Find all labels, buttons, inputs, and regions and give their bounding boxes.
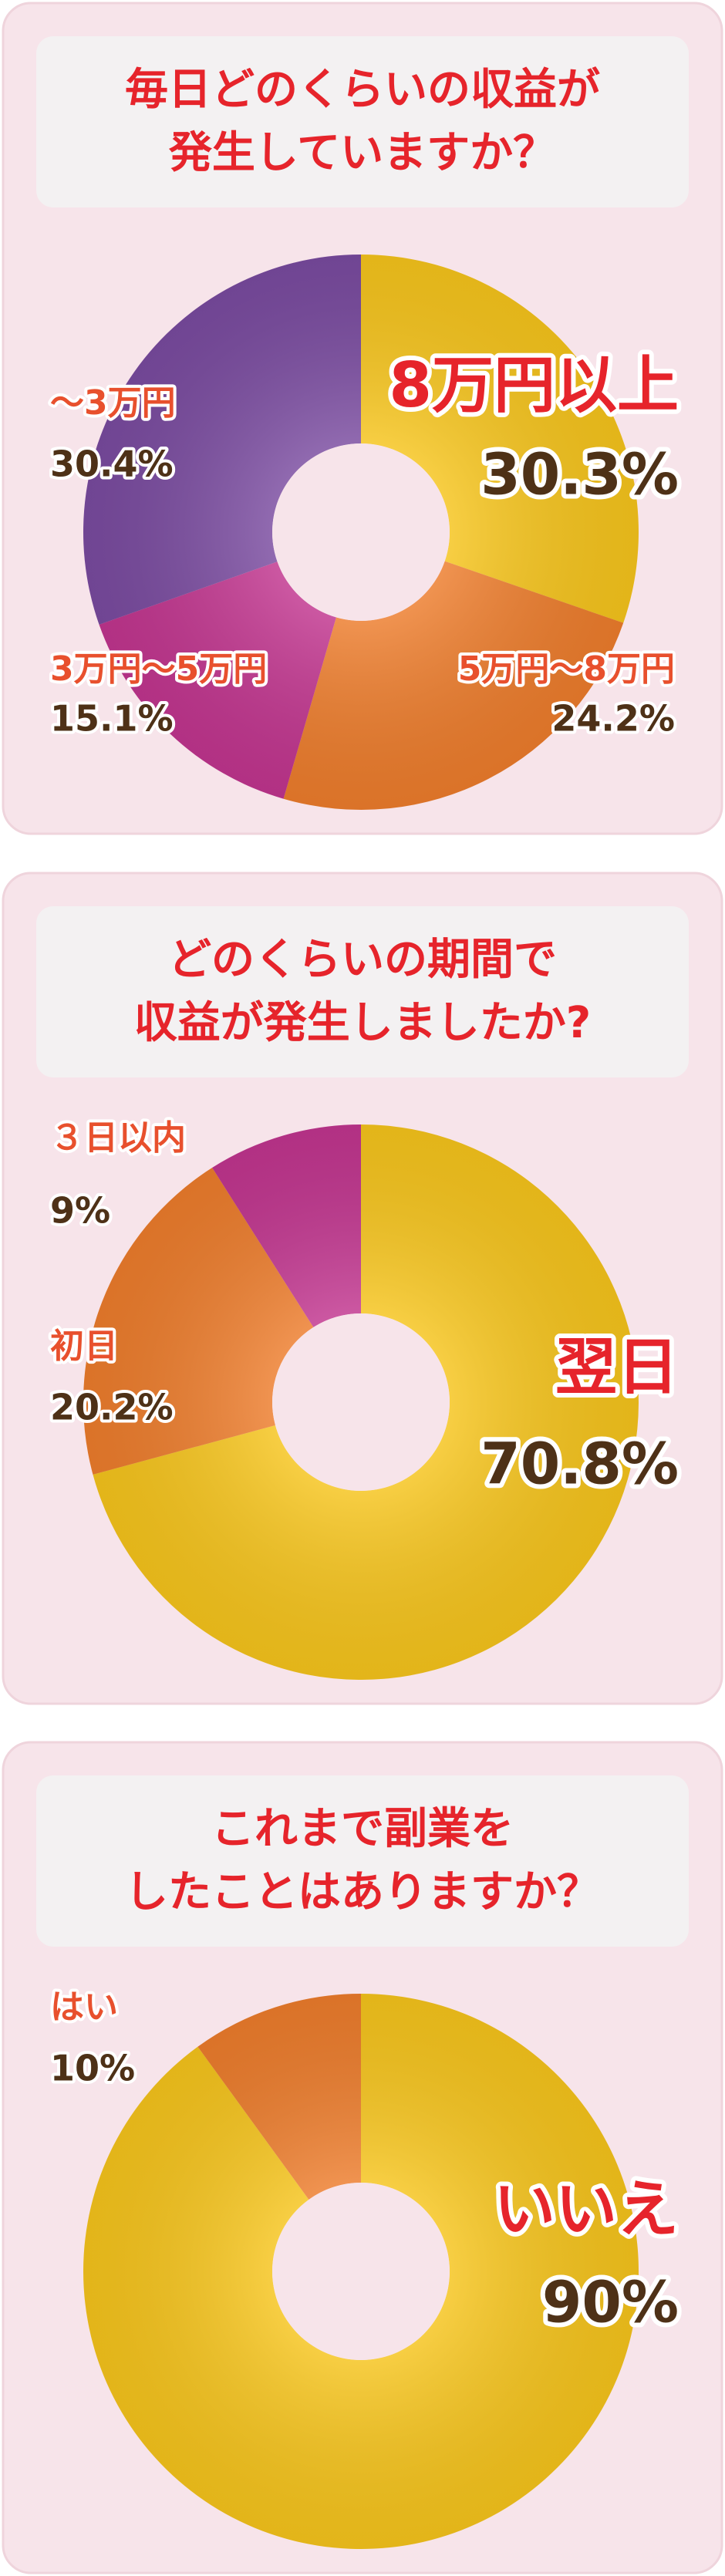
slice-label: 8万円以上 (389, 349, 679, 421)
slice-value-label: 30.3% (481, 442, 679, 508)
donut-hole (272, 2183, 450, 2360)
chart-title: 収益が発生しましたか? (134, 998, 591, 1048)
slice-value-label: 30.4% (50, 443, 174, 485)
title-box (36, 906, 689, 1077)
slice-label: 初日 (50, 1327, 118, 1366)
slice-label: 翌日 (555, 1331, 679, 1403)
slice-label: はい (50, 1988, 118, 2027)
slice-value-label: 24.2% (551, 698, 675, 740)
donut-hole (272, 443, 450, 621)
chart-title: 発生していますか？ (169, 128, 556, 178)
slice-label: 3万円～5万円 (50, 649, 267, 689)
slice-value-label: 10% (50, 2048, 135, 2089)
slice-label: ～3万円 (50, 383, 176, 423)
slice-value-label: 70.8% (481, 1431, 679, 1498)
slice-value-label: 90% (542, 2270, 679, 2336)
chart-title: これまで副業を (211, 1804, 514, 1854)
title-box (36, 1775, 689, 1947)
slice-label: ３日以内 (50, 1118, 186, 1158)
title-box (36, 36, 689, 207)
chart-title: どのくらいの期間で (168, 935, 557, 985)
slice-label: 5万円～8万円 (458, 649, 675, 689)
donut-hole (272, 1313, 450, 1491)
slice-value-label: 20.2% (50, 1387, 174, 1428)
slice-label: いいえ (494, 2173, 679, 2245)
slice-value-label: 15.1% (50, 698, 174, 740)
slice-value-label: 9% (50, 1190, 110, 1232)
chart-title: 毎日どのくらいの収益が (125, 65, 600, 115)
chart-title: したことはありますか？ (125, 1867, 600, 1917)
